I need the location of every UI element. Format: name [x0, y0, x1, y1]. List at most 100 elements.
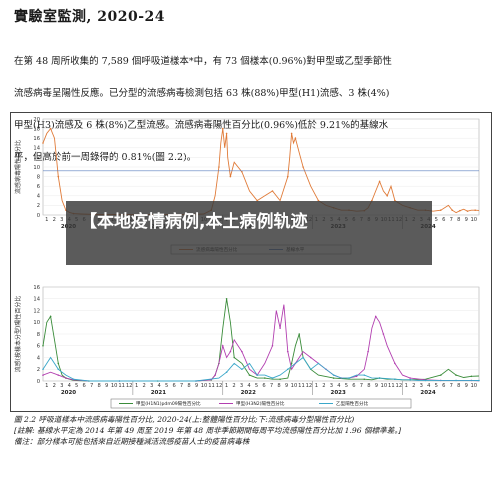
data-point: [409, 377, 411, 379]
y-axis-title: 流感(按樣本分型)陽性百分比: [14, 296, 22, 373]
x-tick-label: 2: [53, 383, 56, 389]
y-tick-label: 20: [33, 117, 40, 123]
data-point: [214, 374, 216, 376]
x-tick-label: 6: [442, 383, 445, 389]
data-point: [221, 344, 224, 347]
x-tick-label: 3: [60, 217, 63, 223]
x-tick-label: 12: [306, 383, 313, 389]
x-tick-label: 6: [442, 217, 445, 223]
data-point: [382, 333, 385, 335]
x-tick-label: 8: [277, 383, 280, 389]
data-point: [57, 368, 60, 371]
data-point: [218, 166, 220, 168]
data-point: [363, 378, 366, 381]
x-tick-label: 5: [345, 383, 348, 389]
legend-label: 甲型(H1N1)pdm09陽性百分比: [136, 400, 201, 407]
x-tick-label: 4: [337, 383, 341, 389]
y-tick-label: 18: [33, 126, 40, 132]
data-point: [394, 362, 396, 365]
x-tick-label: 3: [240, 383, 243, 389]
data-point: [57, 374, 60, 376]
x-tick-label: 10: [470, 383, 477, 389]
x-tick-label: 3: [150, 383, 153, 389]
x-tick-label: 8: [98, 383, 101, 389]
data-point: [367, 350, 369, 353]
data-point: [225, 132, 228, 135]
y-tick-label: 16: [33, 285, 40, 291]
data-point: [264, 377, 266, 379]
x-tick-label: 8: [457, 383, 460, 389]
data-point: [439, 374, 442, 376]
y-tick-label: 6: [37, 344, 40, 350]
data-point: [290, 132, 293, 135]
data-point: [309, 356, 312, 359]
x-tick-label: 7: [90, 383, 93, 389]
data-point: [241, 368, 243, 371]
paragraph-line: 流感病毒呈陽性反應。已分型的流感病毒檢測包括 63 株(88%)甲型(H1)流感…: [14, 88, 390, 99]
x-tick-label: 10: [470, 217, 477, 223]
x-tick-label: 6: [83, 383, 86, 389]
caption-remark: 備注：部分樣本可能包括來自近期接種減活流感疫苗人士的疫苗病毒株: [14, 437, 250, 446]
x-tick-label: 1: [405, 383, 408, 389]
data-point: [355, 375, 358, 378]
data-point: [424, 379, 427, 382]
year-label: 2022: [241, 390, 256, 396]
y-tick-label: 2: [37, 203, 40, 209]
data-point: [459, 209, 461, 212]
y-tick-label: 10: [33, 320, 40, 326]
data-point: [439, 209, 442, 211]
x-tick-label: 6: [172, 383, 175, 389]
x-tick-label: 9: [105, 383, 108, 389]
x-tick-label: 10: [201, 383, 208, 389]
data-point: [256, 199, 258, 202]
data-point: [378, 377, 381, 379]
y-tick-label: 8: [37, 332, 40, 338]
x-tick-label: 5: [435, 383, 438, 389]
x-tick-label: 3: [330, 383, 333, 389]
data-point: [221, 127, 224, 130]
legend-label: 甲型(H3N2)陽性百分比: [236, 400, 285, 407]
x-tick-label: 2: [142, 383, 145, 389]
data-point: [225, 371, 228, 373]
data-point: [371, 199, 373, 202]
data-point: [233, 356, 236, 359]
x-tick-label: 2: [412, 383, 415, 389]
x-tick-label: 1: [45, 217, 48, 223]
overlay-headline: 【本地疫情病例,本土病例轨迹: [80, 212, 308, 232]
data-point: [394, 199, 396, 202]
data-point: [394, 378, 396, 381]
x-tick-label: 11: [298, 383, 305, 389]
data-point: [294, 137, 297, 139]
data-point: [455, 374, 457, 376]
x-tick-label: 3: [60, 383, 63, 389]
x-tick-label: 8: [457, 217, 460, 223]
data-point: [241, 171, 243, 173]
x-tick-label: 4: [68, 383, 72, 389]
figure-caption: 圖 2.2 呼吸道樣本中流感病毒陽性百分比, 2020-24(上:整體陽性百分比…: [14, 414, 494, 447]
x-tick-label: 10: [381, 383, 388, 389]
data-point: [72, 378, 75, 381]
data-point: [49, 315, 52, 318]
x-tick-label: 1: [45, 383, 48, 389]
x-tick-label: 9: [285, 383, 288, 389]
legend-label: 乙型陽性百分比: [336, 400, 369, 407]
caption-note: [註解: 基線水平定為 2014 年第 49 周至 2019 年第 48 周非季…: [14, 426, 402, 435]
data-point: [248, 374, 251, 376]
x-tick-label: 11: [208, 383, 215, 389]
y-tick-label: 6: [37, 184, 40, 190]
data-point: [286, 350, 289, 353]
data-point: [363, 374, 366, 376]
x-tick-label: 3: [420, 383, 423, 389]
y-tick-label: 0: [37, 379, 40, 385]
paragraph-line: 甲型(H3)流感及 6 株(8%)乙型流感。流感病毒陽性百分比(0.96%)低於…: [14, 120, 389, 131]
data-point: [478, 379, 480, 382]
x-tick-label: 12: [216, 383, 223, 389]
y-tick-label: 10: [33, 165, 40, 171]
data-point: [317, 199, 320, 202]
x-tick-label: 5: [75, 383, 78, 389]
x-tick-label: 4: [427, 383, 431, 389]
y-tick-label: 14: [33, 146, 40, 152]
news-overlay-banner[interactable]: 【本地疫情病例,本土病例轨迹: [66, 201, 432, 265]
x-tick-label: 9: [465, 217, 468, 223]
data-point: [271, 344, 274, 347]
